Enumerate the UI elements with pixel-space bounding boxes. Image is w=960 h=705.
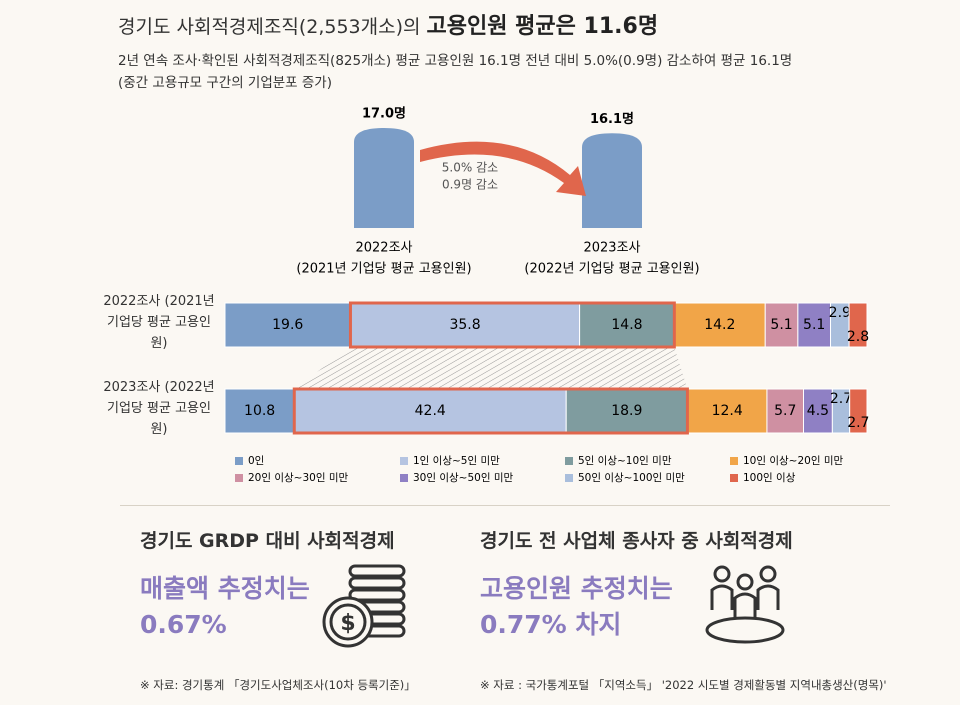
subtitle-line: 2년 연속 조사·확인된 사회적경제조직(825개소) 평균 고용인원 16.1…	[118, 53, 793, 69]
value-label: 2.7	[830, 391, 852, 407]
value-label: 35.8	[449, 317, 480, 333]
value-label: 5.1	[770, 317, 792, 333]
highlight-line: 고용인원 추정치는	[480, 574, 673, 603]
bar-segment	[293, 388, 567, 434]
value-label: 14.8	[611, 317, 642, 333]
category-note: (2021년 기업당 평균 고용인원)	[296, 262, 471, 277]
hatch-link	[294, 347, 688, 389]
subtitle-line: (중간 고용규모 구간의 기업분포 증가)	[118, 75, 332, 91]
highlight-line: 매출액 추정치는	[140, 574, 310, 603]
bar-segment	[797, 302, 832, 348]
legend-swatch	[730, 474, 738, 482]
value-label: 10.8	[244, 403, 275, 419]
title-emphasis: 고용인원 평균은 11.6명	[426, 14, 659, 39]
panel-heading: 경기도 전 사업체 종사자 중 사회적경제	[480, 530, 793, 552]
bar	[354, 128, 414, 228]
legend-swatch	[235, 474, 243, 482]
legend-swatch	[400, 457, 408, 465]
bar-segment	[766, 388, 805, 434]
svg-text:$: $	[340, 611, 355, 636]
highlight-line: 0.77% 차지	[480, 610, 622, 639]
legend-label: 50인 이상~100인 미만	[578, 472, 685, 484]
legend-swatch	[565, 474, 573, 482]
value-label: 2.8	[847, 329, 869, 345]
panel: 경기도 전 사업체 종사자 중 사회적경제 고용인원 추정치는 0.77% 차지 …	[480, 526, 920, 693]
value-label: 5.7	[774, 403, 796, 419]
value-label: 2.9	[829, 305, 851, 321]
title: 경기도 사회적경제조직(2,553개소)의 고용인원 평균은 11.6명	[118, 8, 658, 40]
value-label: 18.9	[611, 403, 642, 419]
value-label: 42.4	[415, 403, 446, 419]
value-label: 12.4	[712, 403, 743, 419]
bar-segment	[673, 302, 766, 348]
legend-swatch	[235, 457, 243, 465]
highlight-outline	[348, 301, 676, 349]
legend-label: 30인 이상~50인 미만	[413, 472, 513, 484]
divider	[120, 505, 890, 506]
legend-swatch	[400, 474, 408, 482]
value-label: 14.2	[704, 317, 735, 333]
bar-segment	[224, 302, 351, 348]
legend-swatch	[565, 457, 573, 465]
value-label: 16.1명	[590, 111, 634, 127]
legend-label: 10인 이상~20인 미만	[743, 455, 843, 467]
people-icon	[705, 565, 785, 644]
row-label-box: 2023조사 (2022년 기업당 평균 고용인원)	[103, 380, 215, 437]
panel-heading: 경기도 GRDP 대비 사회적경제	[140, 530, 395, 552]
annotation: 5.0% 감소	[442, 161, 498, 175]
bar-segment	[849, 388, 868, 434]
category-note: (2022년 기업당 평균 고용인원)	[524, 262, 699, 277]
coin-icon: $	[322, 564, 406, 648]
bar-segment	[686, 388, 768, 434]
bar-segment	[803, 388, 833, 434]
title-prefix: 경기도 사회적경제조직(2,553개소)의	[118, 16, 421, 38]
charts: 17.0명 2022조사 (2021년 기업당 평균 고용인원) 16.1명 2023조…	[103, 106, 869, 485]
highlight-line: 0.67%	[140, 610, 227, 639]
panel: 경기도 GRDP 대비 사회적경제 매출액 추정치는 0.67% ※ 자료: 경기…	[140, 526, 470, 693]
row-label: 2023조사 (2022년 기업당 평균 고용인원)	[103, 380, 215, 437]
bar-segment	[565, 388, 688, 434]
legend-label: 5인 이상~10인 미만	[578, 455, 672, 467]
annotation: 0.9명 감소	[442, 178, 498, 192]
legend-label: 20인 이상~30인 미만	[248, 472, 348, 484]
panel-highlight: 매출액 추정치는 0.67%	[140, 571, 470, 643]
panel-highlight: 고용인원 추정치는 0.77% 차지	[480, 571, 920, 643]
legend-label: 100인 이상	[743, 472, 796, 484]
value-label: 4.5	[807, 403, 829, 419]
source: ※ 자료 : 국가통계포털 「지역소득」 '2022 시도별 경제활동별 지역내…	[480, 678, 887, 692]
change-arrow	[420, 141, 586, 196]
subtitle: 2년 연속 조사·확인된 사회적경제조직(825개소) 평균 고용인원 16.1…	[118, 50, 792, 94]
value-label: 2.7	[847, 415, 869, 431]
highlight-outline	[292, 387, 689, 435]
row-label-box: 2022조사 (2021년 기업당 평균 고용인원)	[103, 294, 215, 351]
category-label: 2022조사	[355, 241, 412, 256]
row-label: 2022조사 (2021년 기업당 평균 고용인원)	[103, 294, 215, 351]
legend-label: 1인 이상~5인 미만	[413, 455, 500, 467]
bar-segment	[848, 302, 868, 348]
category-label: 2023조사	[583, 241, 640, 256]
legend-label: 0인	[248, 455, 264, 467]
value-label: 17.0명	[362, 106, 406, 122]
value-label: 5.1	[803, 317, 825, 333]
legend-swatch	[730, 457, 738, 465]
value-label: 19.6	[272, 317, 303, 333]
bar	[582, 133, 642, 228]
source: ※ 자료: 경기통계 「경기도사업체조사(10차 등록기준)」	[140, 678, 416, 692]
